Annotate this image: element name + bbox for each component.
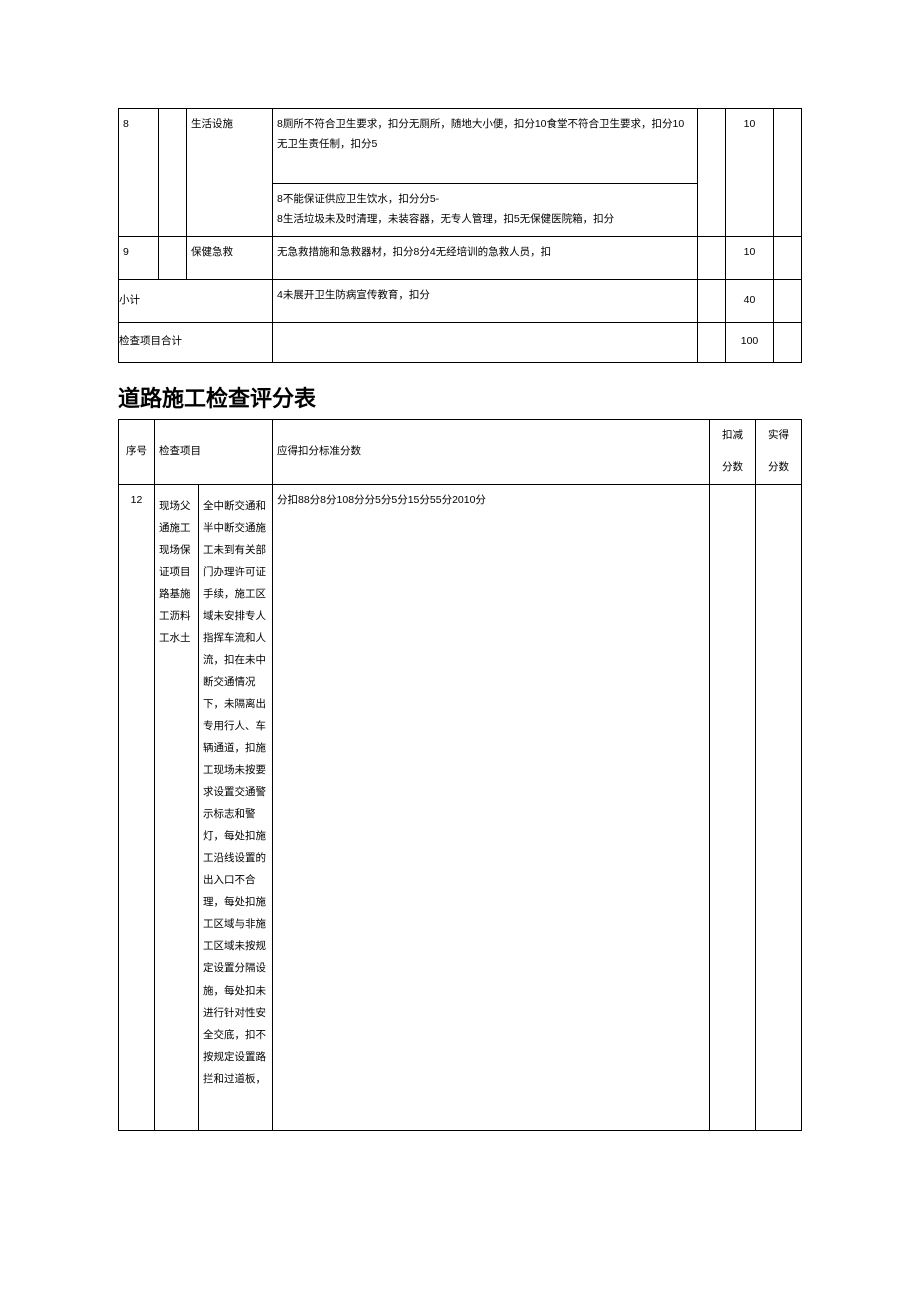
inspection-table-2: 序号 检查项目 应得扣分标准分数 扣减 实得 分数 分数 12 现场父通施工现场…	[118, 419, 802, 1131]
table-row: 9 保健急救 无急救措施和急救器材，扣分8分4无经培训的急救人员，扣 10	[119, 236, 802, 279]
cell-post	[774, 236, 802, 279]
cell-desc: 无急救措施和急救器材，扣分8分4无经培训的急救人员，扣	[273, 236, 698, 279]
cell-item: 生活设施	[187, 109, 273, 184]
col-actual-l1: 实得	[756, 419, 802, 451]
inspection-table-1: 8 生活设施 8厕所不符合卫生要求，扣分无厕所，随地大小便，扣分10食堂不符合卫…	[118, 108, 802, 363]
cell-post	[774, 109, 802, 184]
cell-desc: 8厕所不符合卫生要求，扣分无厕所，随地大小便，扣分10食堂不符合卫生要求，扣分1…	[273, 109, 698, 184]
cell-num: 12	[119, 484, 155, 1130]
cell-num: 8	[119, 109, 159, 184]
header-row: 序号 检查项目 应得扣分标准分数 扣减 实得	[119, 419, 802, 451]
cell-desc: 8不能保证供应卫生饮水，扣分分5- 8生活垃圾未及时清理，未装容器，无专人管理，…	[273, 183, 698, 236]
cell-post	[774, 322, 802, 362]
subtotal-desc: 4未展开卫生防病宣传教育，扣分	[273, 279, 698, 322]
cell-pre	[698, 322, 726, 362]
col-desc: 应得扣分标准分数	[273, 419, 710, 484]
subtotal-row: 小计 4未展开卫生防病宣传教育，扣分 40	[119, 279, 802, 322]
cell-pre	[698, 183, 726, 236]
cell-num	[119, 183, 159, 236]
table-row: 8 生活设施 8厕所不符合卫生要求，扣分无厕所，随地大小便，扣分10食堂不符合卫…	[119, 109, 802, 184]
cell-score: 10	[726, 109, 774, 184]
cell-post	[774, 279, 802, 322]
cell-score	[726, 183, 774, 236]
subtotal-score: 40	[726, 279, 774, 322]
subtotal-label: 小计	[119, 279, 273, 322]
col-actual-l2: 分数	[756, 452, 802, 484]
cell-actual	[756, 484, 802, 1130]
cell-blank	[159, 109, 187, 184]
cell-blank	[159, 236, 187, 279]
table-row: 12 现场父通施工现场保证项目路基施工沥料工水土 全中断交通和半中断交通施工未到…	[119, 484, 802, 1130]
cell-item-a: 现场父通施工现场保证项目路基施工沥料工水土	[155, 484, 199, 1130]
cell-pre	[698, 236, 726, 279]
table-row: 8不能保证供应卫生饮水，扣分分5- 8生活垃圾未及时清理，未装容器，无专人管理，…	[119, 183, 802, 236]
col-item: 检查项目	[155, 419, 273, 484]
cell-item	[187, 183, 273, 236]
cell-pre	[698, 109, 726, 184]
col-deduct-l1: 扣减	[710, 419, 756, 451]
cell-item-b: 全中断交通和半中断交通施工未到有关部门办理许可证手续，施工区域未安排专人指挥车流…	[199, 484, 273, 1130]
cell-score: 10	[726, 236, 774, 279]
col-num: 序号	[119, 419, 155, 484]
cell-pre	[698, 279, 726, 322]
cell-item: 保健急救	[187, 236, 273, 279]
cell-post	[774, 183, 802, 236]
total-label: 检查项目合计	[119, 322, 273, 362]
total-row: 检查项目合计 100	[119, 322, 802, 362]
total-score: 100	[726, 322, 774, 362]
cell-desc: 分扣88分8分108分分5分5分15分55分2010分	[273, 484, 710, 1130]
cell-num: 9	[119, 236, 159, 279]
section-title: 道路施工检查评分表	[118, 381, 802, 413]
col-deduct-l2: 分数	[710, 452, 756, 484]
cell-deduct	[710, 484, 756, 1130]
cell-blank	[159, 183, 187, 236]
total-desc	[273, 322, 698, 362]
